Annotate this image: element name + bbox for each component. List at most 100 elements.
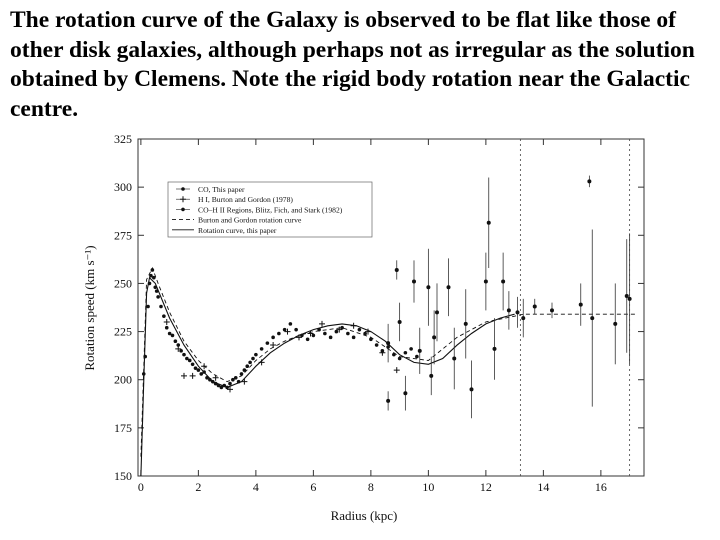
co-data-point: [185, 356, 189, 361]
co-data-point: [199, 372, 204, 376]
co-data-point: [213, 381, 218, 386]
co-data-point: [317, 327, 321, 332]
co-data-point: [156, 295, 160, 299]
co-data-point: [415, 354, 419, 359]
hii-region-data-point: [397, 319, 402, 324]
co-data-point: [311, 333, 316, 338]
hii-region-data-point: [469, 387, 474, 392]
co-data-point: [374, 343, 379, 347]
co-data-point: [334, 329, 339, 334]
x-tick-label: 16: [595, 480, 607, 494]
co-data-point: [152, 275, 156, 280]
y-tick-label: 325: [114, 132, 132, 146]
co-data-point: [143, 354, 147, 359]
co-data-point: [346, 331, 350, 336]
hii-region-data-point: [501, 279, 506, 284]
hii-region-data-point: [435, 310, 439, 315]
co-data-point: [196, 368, 201, 372]
hi-data-point: [201, 363, 208, 370]
hi-data-point: [181, 372, 187, 379]
hi-data-point: [241, 378, 248, 385]
x-tick-label: 14: [537, 480, 549, 494]
y-tick-label: 200: [114, 373, 132, 387]
axis-ticks: [138, 138, 644, 477]
y-axis-label: Rotation speed (km s⁻¹): [82, 245, 97, 370]
hii-region-data-point: [578, 302, 583, 307]
co-data-point: [248, 360, 252, 365]
hii-region-data-point: [403, 391, 408, 396]
y-tick-label: 225: [114, 325, 132, 339]
co-data-point: [150, 268, 155, 272]
co-data-point: [386, 345, 390, 349]
hi-data-point: [212, 374, 219, 381]
hii-region-data-point: [624, 293, 629, 298]
hii-region-data-point: [452, 356, 457, 361]
hi-data-point: [393, 367, 400, 374]
co-data-point: [363, 331, 367, 336]
rotation-curve-this-paper-line: [140, 276, 515, 477]
co-data-point: [147, 281, 152, 286]
legend-swatch-marker: [180, 196, 186, 203]
hii-region-data-point: [521, 316, 526, 321]
co-data-point: [409, 347, 413, 351]
co-data-point: [236, 379, 241, 384]
co-data-point: [228, 381, 232, 386]
co-data-point: [170, 333, 175, 338]
hi-data-point: [379, 349, 386, 356]
co-data-point: [146, 304, 150, 309]
x-tick-label: 4: [253, 480, 259, 494]
y-tick-label: 300: [114, 180, 132, 194]
hi-data-point: [307, 330, 314, 337]
co-data-point: [282, 327, 287, 332]
hi-data-point: [365, 328, 371, 335]
legend-label: H I, Burton and Gordon (1978): [198, 195, 293, 204]
hii-region-data-point: [613, 321, 618, 326]
x-tick-label: 8: [368, 480, 374, 494]
co-data-point: [173, 339, 178, 344]
x-axis-label: Radius (kpc): [331, 508, 398, 523]
co-data-point: [245, 364, 250, 369]
hi-data-point: [227, 386, 233, 393]
co-data-point: [149, 273, 153, 278]
co-data-point: [357, 327, 362, 332]
co-data-point: [141, 372, 146, 376]
co-data-point: [351, 335, 356, 340]
hi-data-point: [284, 328, 291, 335]
x-tick-label: 12: [480, 480, 492, 494]
co-data-point: [277, 331, 281, 336]
co-data-point: [231, 377, 235, 382]
co-data-point: [222, 383, 227, 388]
co-data-point: [397, 356, 402, 361]
hi-data-point: [319, 320, 325, 327]
co-data-point: [265, 341, 270, 345]
co-data-point: [254, 352, 258, 357]
co-data-point: [187, 358, 192, 363]
hii-region-data-point: [532, 304, 537, 309]
reference-lines: [519, 139, 631, 476]
hii-region-data-point: [394, 267, 399, 272]
co-data-point: [233, 375, 238, 380]
hii-region-data-point: [446, 285, 451, 290]
co-data-point: [369, 337, 373, 342]
data-points: [141, 179, 632, 403]
legend-label: CO, This paper: [198, 185, 245, 194]
co-data-point: [288, 322, 293, 326]
hi-data-point: [258, 359, 265, 366]
co-data-point: [300, 333, 304, 338]
x-tick-label: 6: [310, 480, 316, 494]
hii-region-data-point: [550, 308, 554, 313]
hii-region-data-point: [627, 296, 632, 301]
co-data-point: [294, 327, 298, 332]
co-data-point: [340, 325, 344, 330]
hii-region-data-point: [506, 308, 511, 313]
hi-data-point: [270, 342, 277, 349]
hii-region-data-point: [492, 346, 497, 351]
x-tick-label: 2: [195, 480, 201, 494]
hii-region-data-point: [426, 285, 431, 290]
co-data-point: [259, 347, 264, 351]
co-data-point: [239, 372, 244, 376]
hii-region-data-point: [515, 310, 520, 315]
hii-region-data-point: [483, 279, 488, 284]
x-tick-labels: 0 2 4 6 8 10 12 14 16: [138, 480, 607, 494]
